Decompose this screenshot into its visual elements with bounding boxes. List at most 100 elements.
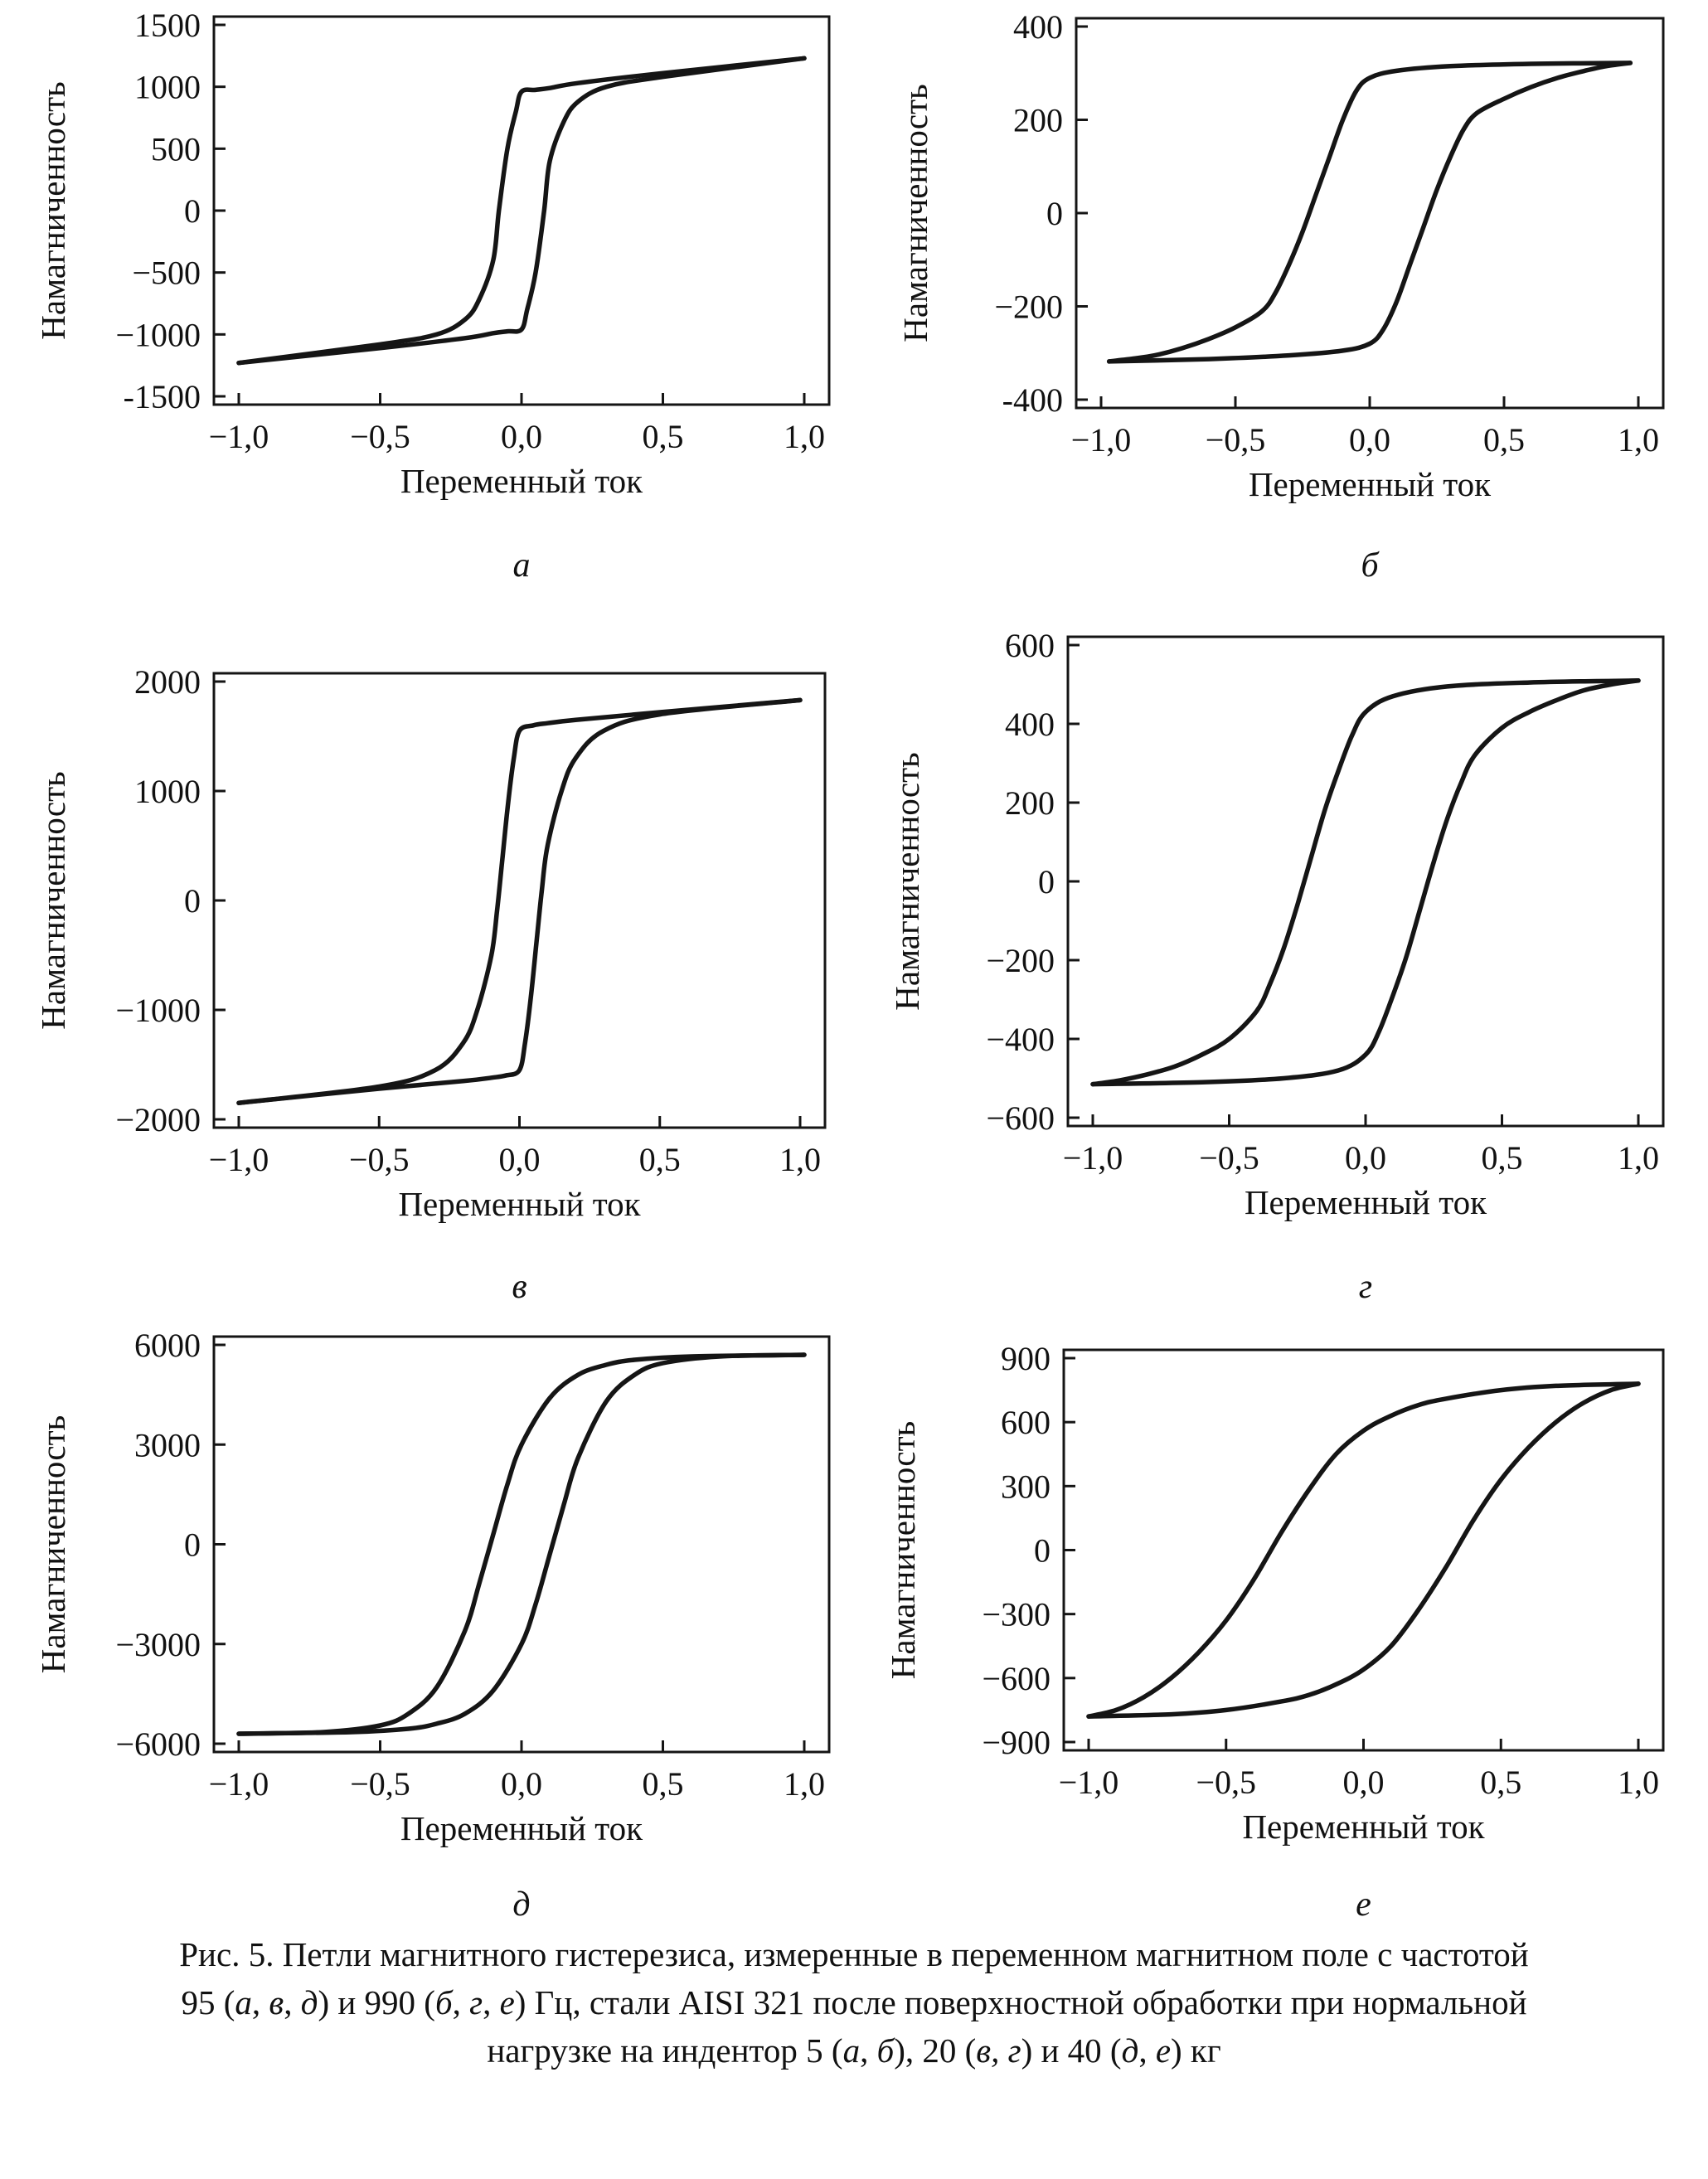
caption-run: ), 20 ( [894,2031,977,2070]
ascending-branch [1086,1381,1641,1719]
x-axis-title: Переменный ток [400,1809,643,1847]
x-tick-label: −1,0 [209,418,269,455]
x-tick-label: 0,0 [1345,1139,1386,1177]
y-axis-title: Намагниченность [34,1415,72,1673]
y-tick-label: 600 [1005,627,1055,664]
plot-frame [212,15,831,406]
chart-panel-4: 600 400 200 0 −200 −400 −600−1,0 −0,5 0,0 0,5 1,0 П… [888,627,1665,1306]
y-tick-label: 6000 [134,1327,201,1364]
y-tick-label: −200 [994,289,1063,326]
caption-run: д [1121,2031,1139,2070]
chart-panel-5: 6000 3000 0 −3000 −6000−1,0 −0,5 0,0 0,5 1,0 Пере… [34,1327,831,1924]
x-tick-label: 1,0 [1618,421,1659,459]
caption-line-2: 95 (а, в, д) и 990 (б, г, е) Гц, стали A… [17,1978,1691,2026]
x-tick-label: 0,5 [1480,1764,1521,1801]
x-tick-label: −0,5 [1196,1764,1256,1801]
caption-run: , [251,1983,269,2021]
caption-run: в [269,1983,284,2021]
caption-run: ) и 990 ( [318,1983,435,2021]
caption-run: нагрузке на индентор 5 ( [487,2031,843,2070]
y-tick-label: −6000 [115,1725,201,1763]
x-tick-label: 0,0 [501,418,542,455]
y-tick-label: 3000 [134,1426,201,1463]
y-tick-label: −600 [986,1099,1055,1137]
x-tick-label: 0,0 [501,1765,542,1803]
x-tick-label: 0,5 [643,1765,684,1803]
x-tick-label: 0,0 [1343,1764,1385,1801]
x-tick-label: 1,0 [779,1141,821,1178]
x-tick-label: −1,0 [1063,1139,1123,1177]
caption-run: д [300,1983,318,2021]
panel-label: д [512,1885,530,1924]
x-tick-label: −1,0 [209,1141,269,1178]
caption-run: в, г [976,2031,1021,2070]
y-tick-label: 0 [1046,195,1063,232]
y-tick-label: −900 [982,1724,1051,1761]
x-tick-label: 1,0 [784,418,825,455]
plot-frame [212,672,827,1129]
y-tick-label: -1500 [124,378,201,415]
x-axis-title: Переменный ток [1242,1808,1484,1846]
ascending-branch [236,697,803,1105]
x-axis-title: Переменный ток [1249,465,1491,503]
x-tick-label: −0,5 [1206,421,1266,459]
x-axis-title: Переменный ток [1245,1183,1487,1221]
y-tick-label: −3000 [115,1626,201,1663]
y-axis-title: Намагниченность [34,81,72,339]
x-tick-label: 0,0 [1349,421,1390,459]
y-tick-label: 200 [1005,784,1055,822]
descending-branch [236,1352,807,1736]
descending-branch [1106,61,1633,364]
caption-run: б [434,1983,453,2021]
x-tick-label: −0,5 [350,418,410,455]
y-tick-label: 400 [1005,706,1055,743]
x-tick-label: 1,0 [1618,1139,1659,1177]
y-tick-label: 0 [184,1526,201,1564]
x-tick-label: 0,0 [499,1141,541,1178]
caption-run: , [1138,2031,1156,2070]
y-tick-label: 1000 [134,69,201,106]
descending-branch [236,56,807,366]
x-tick-label: −0,5 [350,1765,410,1803]
x-tick-label: 0,5 [643,418,684,455]
x-tick-label: 0,5 [1483,421,1525,459]
y-tick-label: 500 [151,130,201,167]
figure-caption: Рис. 5. Петли магнитного гистерезиса, из… [17,1930,1691,2075]
x-tick-label: −0,5 [349,1141,410,1178]
x-axis-title: Переменный ток [400,462,643,500]
y-tick-label: 200 [1013,102,1063,139]
descending-branch [236,697,803,1105]
x-tick-label: 0,5 [1482,1139,1523,1177]
chart-panel-2: 400 200 0 −200 -400−1,0 −0,5 0,0 0,5 1,0 Переменн… [896,8,1665,585]
y-tick-label: −1000 [115,316,201,353]
ascending-branch [236,56,807,366]
caption-run: 95 ( [181,1983,235,2021]
panel-label: г [1359,1268,1372,1306]
ascending-branch [236,1352,807,1736]
plot-frame [212,1335,831,1754]
x-tick-label: 0,5 [639,1141,681,1178]
descending-branch [1090,678,1641,1087]
caption-run: е [499,1983,515,2021]
y-tick-label: 600 [1001,1404,1051,1441]
caption-run: а [235,1983,252,2021]
ascending-branch [1090,678,1641,1087]
caption-line-1: Рис. 5. Петли магнитного гистерезиса, из… [179,1935,1529,1973]
x-tick-label: 1,0 [1618,1764,1659,1801]
caption-run: е [1155,2031,1172,2070]
y-tick-label: −200 [986,942,1055,979]
y-tick-label: 1000 [134,773,201,810]
y-axis-title: Намагниченность [34,771,72,1029]
caption-run: , [452,1983,470,2021]
chart-panel-1: 1500 1000 500 0 −500 −1000 -1500−1,0 −0,5 0,0 0,5… [34,7,831,585]
y-tick-label: −2000 [115,1101,201,1138]
caption-run: б [876,2031,895,2070]
y-axis-title: Намагниченность [896,84,934,342]
caption-run: ) кг [1171,2031,1221,2070]
caption-run: , [284,1983,301,2021]
y-tick-label: −1000 [115,992,201,1029]
y-axis-title: Намагниченность [888,752,926,1010]
caption-run: а [842,2031,861,2070]
x-tick-label: −0,5 [1199,1139,1259,1177]
